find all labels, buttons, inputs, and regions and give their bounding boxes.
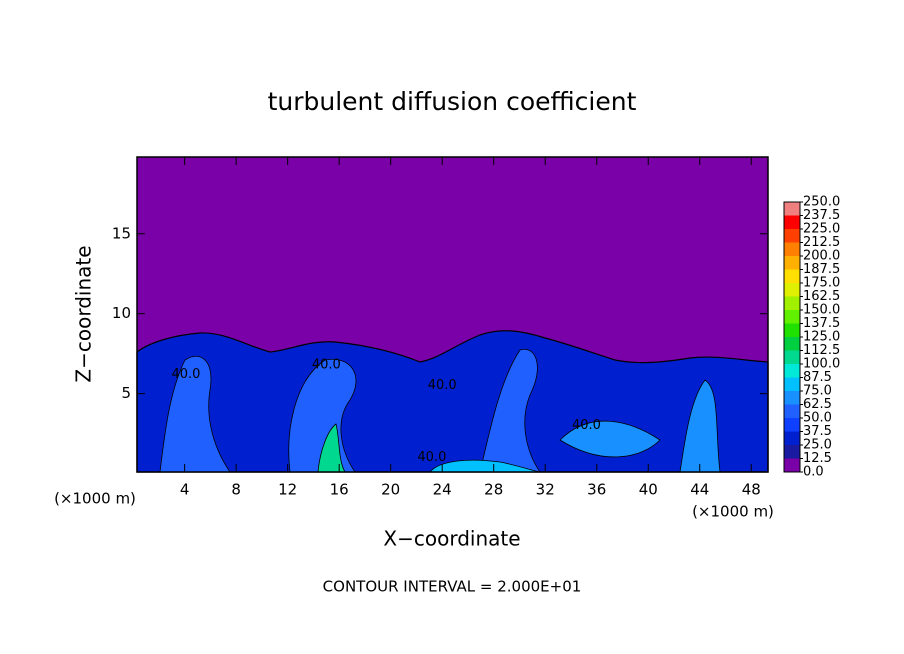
colorbar-band	[784, 431, 800, 445]
colorbar-label: 250.0	[803, 195, 840, 210]
plume-core	[317, 423, 346, 473]
colorbar-label: 50.0	[803, 411, 832, 426]
x-axis-label: X−coordinate	[383, 527, 520, 551]
colorbar-label: 125.0	[803, 330, 840, 345]
field	[136, 157, 769, 473]
x-tick-label: 24	[433, 481, 452, 499]
colorbar-band	[784, 323, 800, 337]
contour-label: 40.0	[572, 418, 601, 433]
colorbar-band	[784, 215, 800, 229]
colorbar-label: 100.0	[803, 357, 840, 372]
colorbar-band	[784, 242, 800, 256]
x-tick-label: 4	[180, 481, 190, 499]
colorbar-band	[784, 256, 800, 270]
x-tick-label: 28	[484, 481, 503, 499]
x-unit-label: (×1000 m)	[54, 490, 136, 508]
contour-label: 40.0	[417, 450, 446, 465]
y-axis-label: Z−coordinate	[72, 245, 96, 382]
colorbar-label: 37.5	[803, 424, 832, 439]
colorbar-band	[784, 364, 800, 378]
y-tick-label: 15	[112, 224, 131, 242]
x-tick-label: 20	[381, 481, 400, 499]
colorbar-label: 112.5	[803, 343, 840, 358]
colorbar-label: 0.0	[803, 465, 824, 480]
colorbar-label: 25.0	[803, 438, 832, 453]
colorbar-band	[784, 350, 800, 364]
colorbar-label: 187.5	[803, 262, 840, 277]
x-tick-label: 40	[639, 481, 658, 499]
y-tick-label: 10	[112, 304, 131, 322]
colorbar-band	[784, 404, 800, 418]
contour-label: 40.0	[171, 367, 200, 382]
x-tick-label: 8	[231, 481, 241, 499]
colorbar-label: 87.5	[803, 370, 832, 385]
plot-frame	[136, 156, 769, 473]
colorbar-band	[784, 296, 800, 310]
plume	[559, 420, 661, 458]
x-tick-label: 12	[278, 481, 297, 499]
colorbar-band	[784, 445, 800, 459]
x-unit-label: (×1000 m)	[692, 503, 774, 521]
colorbar-label: 212.5	[803, 235, 840, 250]
colorbar-label: 200.0	[803, 249, 840, 264]
colorbar-label: 62.5	[803, 397, 832, 412]
colorbar-band	[784, 391, 800, 405]
colorbar-label: 175.0	[803, 276, 840, 291]
colorbar-band	[784, 337, 800, 351]
contour-label: 40.0	[428, 378, 457, 393]
colorbar-label: 150.0	[803, 303, 840, 318]
footer-note: CONTOUR INTERVAL = 2.000E+01	[323, 578, 582, 596]
colorbar-label: 162.5	[803, 289, 840, 304]
colorbar-band	[784, 229, 800, 243]
y-tick-label: 5	[121, 384, 131, 402]
plume	[679, 379, 721, 473]
colorbar-band	[784, 202, 800, 216]
contour-label: 40.0	[312, 357, 341, 372]
colorbar-band	[784, 269, 800, 283]
colorbar-band	[784, 377, 800, 391]
colorbar-label: 75.0	[803, 384, 832, 399]
chart-title: turbulent diffusion coefficient	[268, 87, 637, 116]
x-tick-label: 44	[690, 481, 709, 499]
colorbar-label: 137.5	[803, 316, 840, 331]
x-tick-label: 48	[742, 481, 761, 499]
x-tick-label: 32	[536, 481, 555, 499]
colorbar-label: 237.5	[803, 208, 840, 223]
colorbar-band	[784, 418, 800, 432]
plume	[479, 348, 541, 473]
colorbar-label: 12.5	[803, 451, 832, 466]
x-tick-label: 36	[587, 481, 606, 499]
plume-core	[429, 459, 541, 473]
plume	[159, 355, 231, 473]
colorbar-band	[784, 458, 800, 472]
colorbar-band	[784, 283, 800, 297]
x-tick-label: 16	[330, 481, 349, 499]
colorbar-label: 225.0	[803, 222, 840, 237]
colorbar-band	[784, 310, 800, 324]
